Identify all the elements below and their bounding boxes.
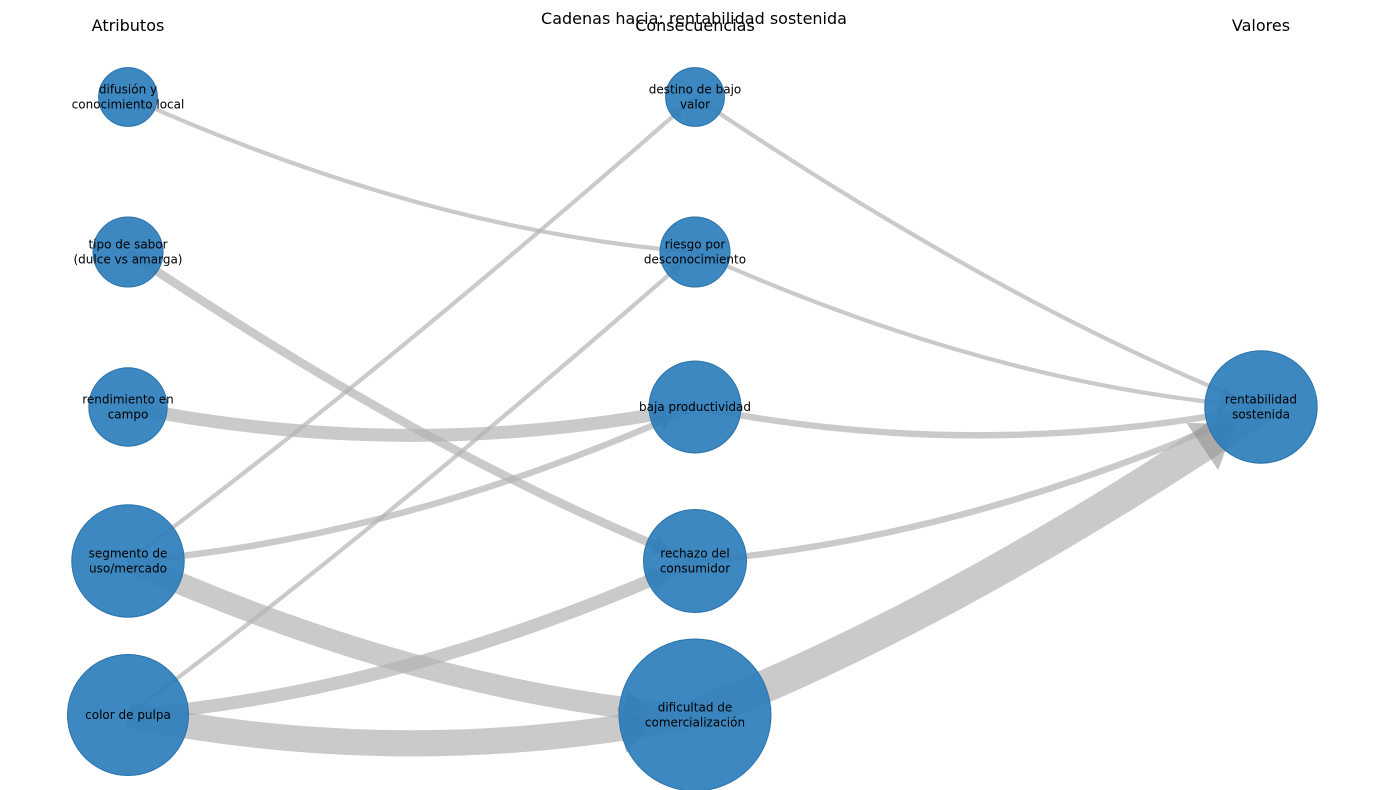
node-label-rendimiento-line-2: campo	[108, 408, 149, 422]
node-baja: baja productividad	[639, 360, 751, 454]
node-circle-rechazo	[643, 509, 747, 613]
edge-pulpa-to-dificultad	[125, 702, 698, 757]
node-circle-riesgo	[659, 216, 731, 288]
node-sabor: tipo de sabor(dulce vs amarga)	[74, 216, 183, 288]
edge-difusion-to-riesgo	[127, 95, 696, 255]
node-label-riesgo-line-2: desconocimiento	[644, 253, 746, 267]
edge-dificultad-to-rentabilidad	[689, 393, 1271, 731]
edge-destino-to-rentabilidad	[693, 95, 1262, 409]
node-label-pulpa-line-1: color de pulpa	[85, 708, 171, 722]
edge-baja-to-rentabilidad	[694, 403, 1262, 439]
edge-pulpa-to-riesgo	[126, 250, 697, 717]
node-circle-difusion	[98, 67, 158, 127]
diagram-title: Cadenas hacia: rentabilidad sostenida	[541, 9, 847, 28]
node-label-rentabilidad-line-1: rentabilidad	[1225, 393, 1297, 407]
edge-segmento-to-baja	[127, 404, 697, 565]
node-circle-destino	[665, 67, 725, 127]
node-label-baja-line-1: baja productividad	[639, 400, 751, 414]
node-label-riesgo-line-1: riesgo por	[665, 238, 726, 252]
node-label-sabor-line-2: (dulce vs amarga)	[74, 253, 183, 267]
node-pulpa: color de pulpa	[67, 654, 189, 776]
node-circle-baja	[648, 360, 742, 454]
node-label-destino-line-1: destino de bajo	[649, 83, 742, 97]
edge-rechazo-to-rentabilidad	[694, 404, 1263, 565]
node-circle-dificultad	[618, 638, 772, 790]
node-label-rentabilidad-line-2: sostenida	[1232, 408, 1290, 422]
edge-segmento-to-dificultad	[123, 551, 696, 726]
node-label-segmento-line-1: segmento de	[89, 547, 168, 561]
column-title-values: Valores	[1232, 16, 1290, 35]
edge-riesgo-to-rentabilidad	[694, 250, 1262, 410]
node-circle-rentabilidad	[1204, 350, 1318, 464]
node-label-rechazo-line-1: rechazo del	[660, 547, 729, 561]
node-label-sabor-line-1: tipo de sabor	[88, 238, 167, 252]
edge-rendimiento-to-baja	[126, 400, 697, 442]
node-label-dificultad-line-2: comercialización	[645, 716, 745, 730]
node-label-destino-line-2: valor	[680, 98, 710, 112]
node-label-rechazo-line-2: consumidor	[660, 562, 730, 576]
node-label-rendimiento-line-1: rendimiento en	[82, 393, 173, 407]
column-title-consequences: Consecuencias	[635, 16, 755, 35]
node-label-difusion-line-1: difusión y	[99, 83, 157, 97]
node-label-difusion-line-2: conocimiento local	[72, 98, 185, 112]
edge-sabor-to-rechazo	[125, 248, 697, 566]
node-label-dificultad-line-1: dificultad de	[658, 701, 733, 715]
node-circle-segmento	[71, 504, 185, 618]
node-circle-sabor	[92, 216, 164, 288]
edge-segmento-to-destino	[126, 95, 697, 563]
column-title-attributes: Atributos	[92, 16, 165, 35]
node-circle-pulpa	[67, 654, 189, 776]
node-label-segmento-line-2: uso/mercado	[89, 562, 167, 576]
edge-pulpa-to-rechazo	[127, 555, 698, 722]
node-circle-rendimiento	[88, 367, 168, 447]
